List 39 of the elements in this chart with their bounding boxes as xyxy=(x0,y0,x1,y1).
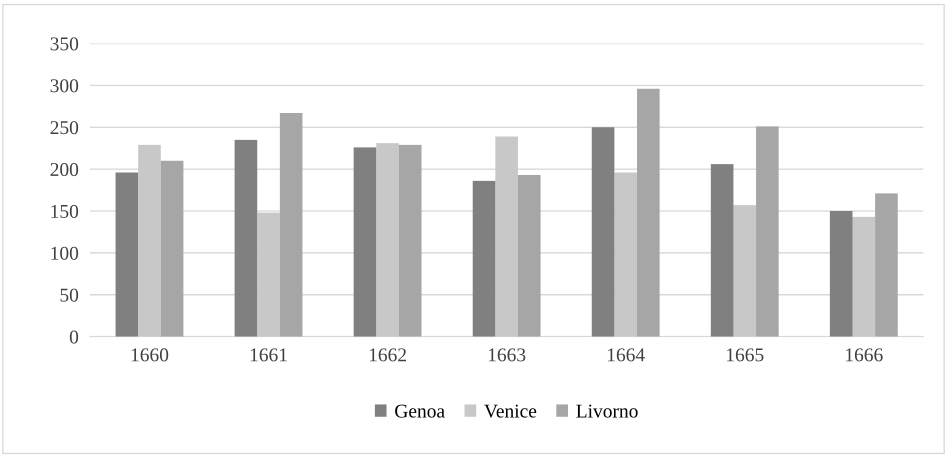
x-tick-label: 1666 xyxy=(846,348,883,362)
bar xyxy=(875,193,898,337)
legend-label: Livorno xyxy=(576,404,638,418)
y-tick-label: 100 xyxy=(51,246,78,260)
y-tick-label: 350 xyxy=(50,37,78,50)
bar xyxy=(116,172,138,337)
y-tick-label: 50 xyxy=(60,288,78,302)
bar xyxy=(376,143,399,337)
bar xyxy=(830,211,852,337)
legend-label: Venice xyxy=(484,404,536,418)
y-tick-label: 200 xyxy=(50,162,78,176)
x-tick-label: 1662 xyxy=(370,348,406,362)
legend-label: Genoa xyxy=(395,404,445,418)
x-tick-label: 1664 xyxy=(608,348,645,362)
bar xyxy=(614,172,638,337)
x-tick-label: 1663 xyxy=(488,348,526,362)
bar xyxy=(495,136,518,337)
x-tick-label: 1660 xyxy=(132,348,168,362)
bar xyxy=(138,144,161,337)
bar xyxy=(518,174,541,337)
y-tick-label: 250 xyxy=(50,121,78,134)
x-tick-label: 1665 xyxy=(727,348,764,362)
bar xyxy=(280,113,302,337)
bar xyxy=(160,160,184,337)
bar xyxy=(398,144,422,337)
bar xyxy=(852,216,876,337)
y-tick-label: 150 xyxy=(51,204,78,218)
bar xyxy=(756,126,779,337)
bar xyxy=(592,127,614,337)
bar xyxy=(354,147,376,337)
y-tick-label: 0 xyxy=(70,330,78,344)
bar xyxy=(472,180,496,337)
bar xyxy=(637,88,660,337)
bar xyxy=(733,205,756,337)
bar xyxy=(234,140,258,337)
bar xyxy=(710,164,734,337)
bar xyxy=(257,212,280,337)
x-tick-label: 1661 xyxy=(250,348,287,362)
y-tick-label: 300 xyxy=(50,79,78,92)
